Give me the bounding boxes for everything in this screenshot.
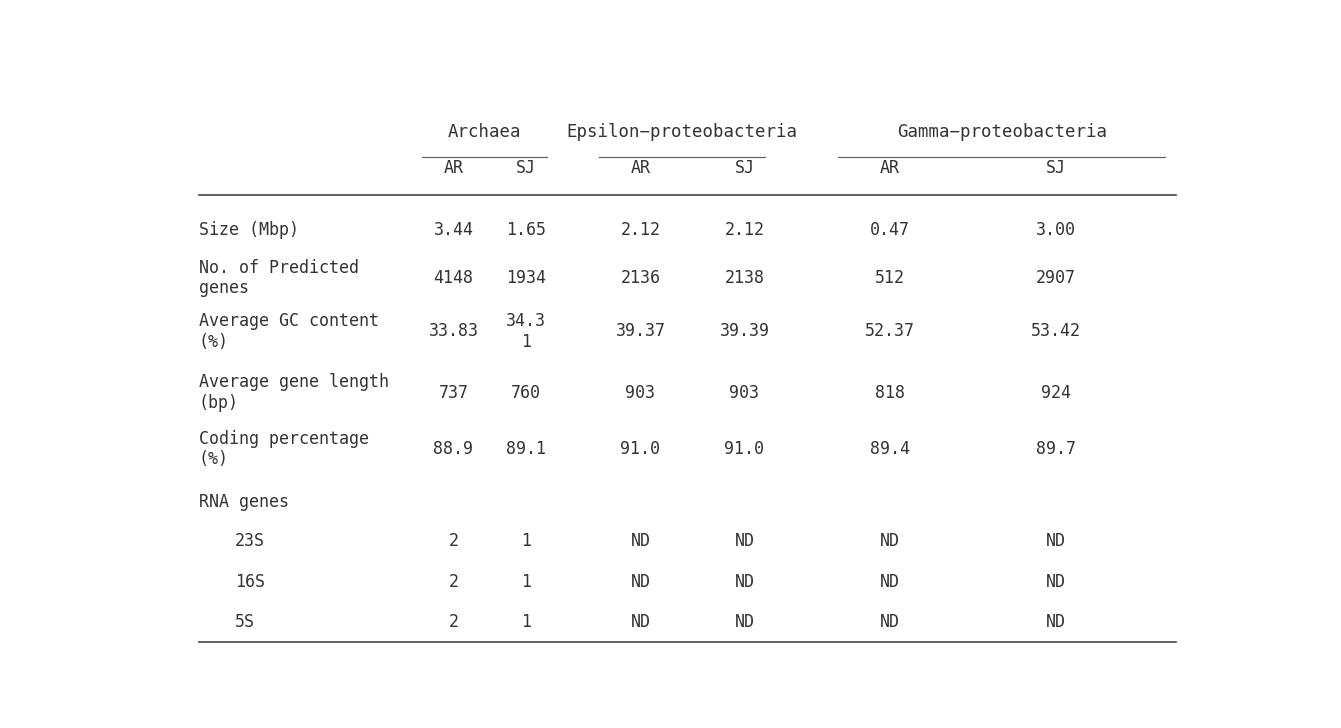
Text: 16S: 16S	[235, 573, 266, 591]
Text: 512: 512	[874, 269, 905, 287]
Text: 5S: 5S	[235, 613, 255, 631]
Text: ND: ND	[630, 532, 650, 550]
Text: ND: ND	[630, 613, 650, 631]
Text: SJ: SJ	[516, 159, 536, 177]
Text: 3.00: 3.00	[1037, 221, 1077, 240]
Text: 2136: 2136	[621, 269, 661, 287]
Text: 52.37: 52.37	[865, 323, 915, 340]
Text: 903: 903	[730, 384, 759, 402]
Text: 2.12: 2.12	[724, 221, 764, 240]
Text: 89.7: 89.7	[1037, 440, 1077, 458]
Text: Average GC content
(%): Average GC content (%)	[198, 312, 378, 351]
Text: SJ: SJ	[735, 159, 755, 177]
Text: 760: 760	[511, 384, 542, 402]
Text: 2907: 2907	[1037, 269, 1077, 287]
Text: AR: AR	[880, 159, 900, 177]
Text: 39.39: 39.39	[719, 323, 770, 340]
Text: 3.44: 3.44	[433, 221, 473, 240]
Text: 89.4: 89.4	[870, 440, 911, 458]
Text: ND: ND	[1046, 532, 1066, 550]
Text: AR: AR	[444, 159, 464, 177]
Text: ND: ND	[630, 573, 650, 591]
Text: 924: 924	[1041, 384, 1071, 402]
Text: 2138: 2138	[724, 269, 764, 287]
Text: ND: ND	[1046, 573, 1066, 591]
Text: 91.0: 91.0	[621, 440, 661, 458]
Text: 1: 1	[522, 532, 531, 550]
Text: 4148: 4148	[433, 269, 473, 287]
Text: 0.47: 0.47	[870, 221, 911, 240]
Text: 91.0: 91.0	[724, 440, 764, 458]
Text: 2: 2	[448, 532, 459, 550]
Text: ND: ND	[880, 613, 900, 631]
Text: 33.83: 33.83	[428, 323, 479, 340]
Text: ND: ND	[1046, 613, 1066, 631]
Text: ND: ND	[880, 573, 900, 591]
Text: Epsilon−proteobacteria: Epsilon−proteobacteria	[566, 122, 798, 141]
Text: Archaea: Archaea	[448, 122, 522, 141]
Text: 2.12: 2.12	[621, 221, 661, 240]
Text: 903: 903	[625, 384, 656, 402]
Text: 1: 1	[522, 573, 531, 591]
Text: 1.65: 1.65	[506, 221, 546, 240]
Text: 23S: 23S	[235, 532, 266, 550]
Text: AR: AR	[630, 159, 650, 177]
Text: Gamma−proteobacteria: Gamma−proteobacteria	[897, 122, 1106, 141]
Text: ND: ND	[735, 613, 755, 631]
Text: 53.42: 53.42	[1031, 323, 1081, 340]
Text: 39.37: 39.37	[616, 323, 665, 340]
Text: RNA genes: RNA genes	[198, 493, 288, 511]
Text: 1934: 1934	[506, 269, 546, 287]
Text: 34.3
1: 34.3 1	[506, 312, 546, 351]
Text: 737: 737	[439, 384, 468, 402]
Text: 1: 1	[522, 613, 531, 631]
Text: No. of Predicted
genes: No. of Predicted genes	[198, 258, 359, 297]
Text: 88.9: 88.9	[433, 440, 473, 458]
Text: 2: 2	[448, 573, 459, 591]
Text: ND: ND	[735, 532, 755, 550]
Text: 818: 818	[874, 384, 905, 402]
Text: Average gene length
(bp): Average gene length (bp)	[198, 373, 389, 412]
Text: Coding percentage
(%): Coding percentage (%)	[198, 430, 369, 468]
Text: SJ: SJ	[1046, 159, 1066, 177]
Text: 89.1: 89.1	[506, 440, 546, 458]
Text: Size (Mbp): Size (Mbp)	[198, 221, 299, 240]
Text: ND: ND	[735, 573, 755, 591]
Text: 2: 2	[448, 613, 459, 631]
Text: ND: ND	[880, 532, 900, 550]
